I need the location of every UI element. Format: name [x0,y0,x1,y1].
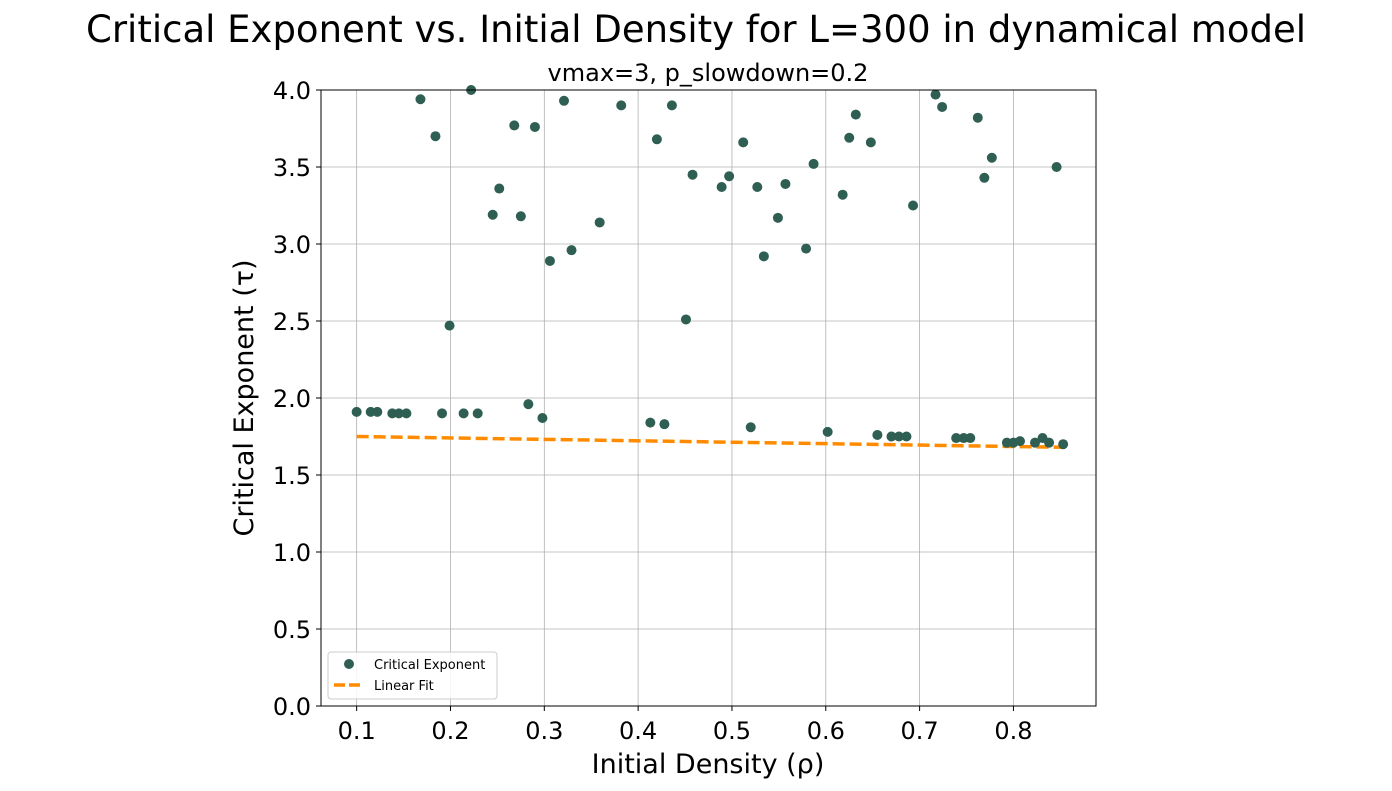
critical-exponent-point [515,211,526,222]
critical-exponent-point [986,152,997,163]
legend-label-linear-fit: Linear Fit [374,679,434,694]
critical-exponent-point [1058,439,1069,450]
critical-exponent-point [544,255,555,266]
critical-exponent-point [1044,437,1055,448]
y-tick-label: 3.5 [273,154,311,182]
critical-exponent-point [1030,437,1041,448]
critical-exponent-point [886,431,897,442]
critical-exponent-point [437,408,448,419]
critical-exponent-point [837,189,848,200]
critical-exponent-point [494,183,505,194]
x-tick-label: 0.6 [807,717,845,745]
critical-exponent-point [559,95,570,106]
critical-exponent-point [908,200,919,211]
critical-exponent-point [537,413,548,424]
y-tick-label: 2.5 [273,308,311,336]
critical-exponent-point [738,137,749,148]
critical-exponent-point [745,422,756,433]
critical-exponent-point [1015,436,1026,447]
critical-exponent-point [351,406,362,417]
critical-exponent-point [808,158,819,169]
critical-exponent-point [487,209,498,220]
critical-exponent-point [780,178,791,189]
critical-exponent-point [401,408,412,419]
critical-exponent-point [951,433,962,444]
legend-label-critical-exponent: Critical Exponent [374,658,485,673]
critical-exponent-point [415,94,426,105]
grid-lines [321,89,1096,707]
critical-exponent-point [509,120,520,131]
y-tick-label: 2.0 [273,385,311,413]
critical-exponent-point [594,217,605,228]
critical-exponent-point [724,171,735,182]
critical-exponent-point [645,417,656,428]
critical-exponent-point [844,132,855,143]
critical-exponent-point [659,419,670,430]
y-tick-label: 3.0 [273,231,311,259]
legend-box [327,651,498,700]
critical-exponent-point [687,169,698,180]
linear-fit-line [356,434,1064,450]
critical-exponent-point [444,320,455,331]
y-tick-label: 0.0 [273,693,311,721]
critical-exponent-point [616,100,627,111]
fit-line-layer [356,434,1064,450]
x-tick-label: 0.2 [431,717,469,745]
data-points [351,85,1069,450]
critical-exponent-point [850,109,861,120]
y-tick-label: 4.0 [273,77,311,105]
critical-exponent-point [716,182,727,193]
x-tick-label: 0.1 [338,717,376,745]
x-tick-label: 0.8 [994,717,1032,745]
legend-marker-critical-exponent [344,659,354,669]
critical-exponent-point [822,426,833,437]
critical-exponent-point [393,408,404,419]
critical-exponent-point [872,429,883,440]
critical-exponent-point [458,408,469,419]
critical-exponent-point [893,431,904,442]
critical-exponent-point [1051,162,1062,172]
critical-exponent-point [930,89,941,100]
y-axis-label: Critical Exponent (τ) [229,259,260,536]
figure-suptitle: Critical Exponent vs. Initial Density fo… [86,8,1306,51]
y-tick-label: 1.0 [273,539,311,567]
critical-exponent-point [772,212,783,223]
critical-exponent-point [523,399,534,410]
critical-exponent-point [472,408,483,419]
critical-exponent-point [651,134,662,145]
critical-exponent-point [529,121,540,132]
critical-exponent-point [801,243,812,254]
critical-exponent-point [752,182,763,193]
critical-exponent-point [972,112,983,123]
critical-exponent-point [865,137,876,148]
x-tick-label: 0.4 [619,717,657,745]
critical-exponent-point [430,131,441,142]
critical-exponent-point [965,433,976,444]
chart-title: vmax=3, p_slowdown=0.2 [548,59,869,87]
x-axis-ticks: 0.1 0.2 0.3 0.4 0.5 0.6 0.7 0.8 [338,706,1033,745]
critical-exponent-point [901,431,912,442]
critical-exponent-point [937,101,948,112]
x-tick-label: 0.7 [901,717,939,745]
critical-exponent-point [680,314,691,325]
x-axis-label: Initial Density (ρ) [592,749,825,780]
x-tick-label: 0.3 [525,717,563,745]
critical-exponent-point [666,100,677,111]
y-axis-ticks: 0.0 0.5 1.0 1.5 2.0 2.5 3.0 3.5 4.0 [273,77,321,721]
critical-exponent-point [979,172,990,183]
x-tick-label: 0.5 [713,717,751,745]
critical-exponent-point [566,245,577,256]
legend: Critical Exponent Linear Fit [327,651,498,700]
critical-exponent-point [758,251,769,262]
critical-exponent-point [372,406,383,417]
y-tick-label: 1.5 [273,462,311,490]
y-tick-label: 0.5 [273,616,311,644]
